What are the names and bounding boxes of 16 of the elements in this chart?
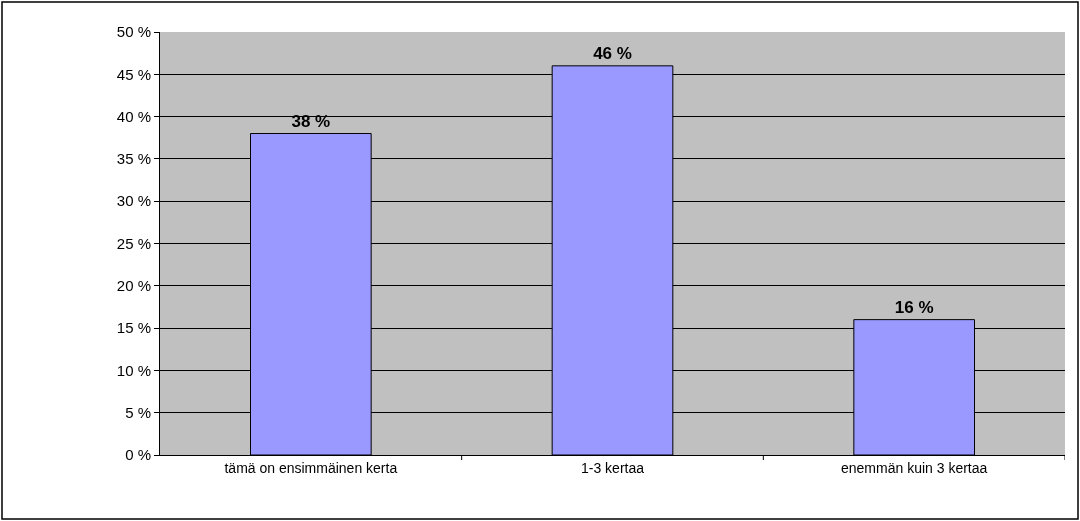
y-tick-label: 5 % [125, 403, 151, 421]
data-label: 46 % [593, 43, 632, 63]
y-tick-label: 20 % [116, 277, 151, 295]
y-tick-label: 15 % [116, 319, 151, 337]
y-tick-label: 50 % [116, 23, 151, 41]
y-tick-label: 25 % [116, 234, 151, 252]
y-tick-label: 35 % [116, 150, 151, 168]
x-tick-label: tämä on ensimmäinen kerta [224, 459, 398, 476]
x-tick-label: 1-3 kertaa [580, 459, 645, 476]
y-tick-label: 45 % [116, 65, 151, 83]
y-tick-label: 30 % [116, 192, 151, 210]
y-tick-label: 0 % [125, 446, 151, 464]
x-tick-label: enemmän kuin 3 kertaa [841, 459, 988, 476]
y-tick-label: 40 % [116, 107, 151, 125]
data-label: 16 % [894, 297, 934, 317]
y-tick-label: 10 % [116, 361, 151, 379]
